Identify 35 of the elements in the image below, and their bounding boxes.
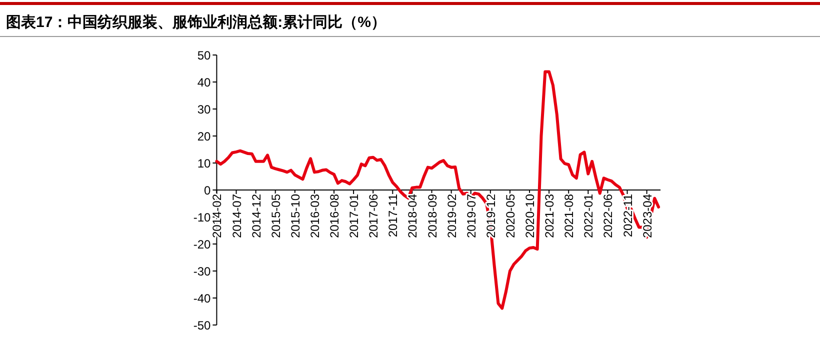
y-tick-label: 50 [197,48,212,62]
x-tick-label: 2018-09 [425,194,440,238]
x-tick-label: 2018-04 [406,194,420,238]
x-tick-label: 2019-02 [444,194,459,238]
y-tick-label: -50 [193,318,212,332]
y-tick-label: 40 [197,76,212,90]
x-tick-label: 2020-05 [503,194,518,238]
chart-title: 图表17：中国纺织服装、服饰业利润总额:累计同比（%） [6,13,386,31]
y-tick-label: -40 [193,292,212,306]
x-tick-label: 2017-06 [366,194,381,238]
x-tick-label: 2021-08 [562,194,576,238]
x-tick-label: 2016-08 [328,194,342,238]
x-tick-label: 2019-12 [484,194,498,238]
x-tick-label: 2017-11 [386,194,400,238]
y-tick-label: -30 [193,264,212,278]
x-tick-label: 2016-03 [308,194,322,238]
y-tick-label: 30 [197,102,212,116]
x-tick-label: 2022-06 [601,194,616,238]
x-tick-label: 2014-07 [230,194,244,238]
x-tick-label: 2015-10 [288,194,302,238]
y-tick-label: -10 [193,210,212,224]
x-tick-label: 2021-03 [542,194,557,238]
x-tick-label: 2014-02 [210,194,224,238]
x-tick-label: 2023-04 [640,194,654,238]
y-tick-label: -20 [193,238,212,252]
x-tick-label: 2015-05 [268,194,283,238]
x-tick-label: 2017-01 [347,194,362,238]
y-tick-label: 10 [197,156,212,170]
x-tick-label: 2019-07 [464,194,478,238]
x-tick-label: 2022-01 [582,194,596,238]
x-tick-label: 2014-12 [249,194,264,238]
y-tick-label: 20 [197,130,212,144]
y-tick-label: 0 [204,184,212,198]
x-tick-label: 2020-10 [523,194,537,238]
x-tick-label: 2022-11 [620,194,635,238]
